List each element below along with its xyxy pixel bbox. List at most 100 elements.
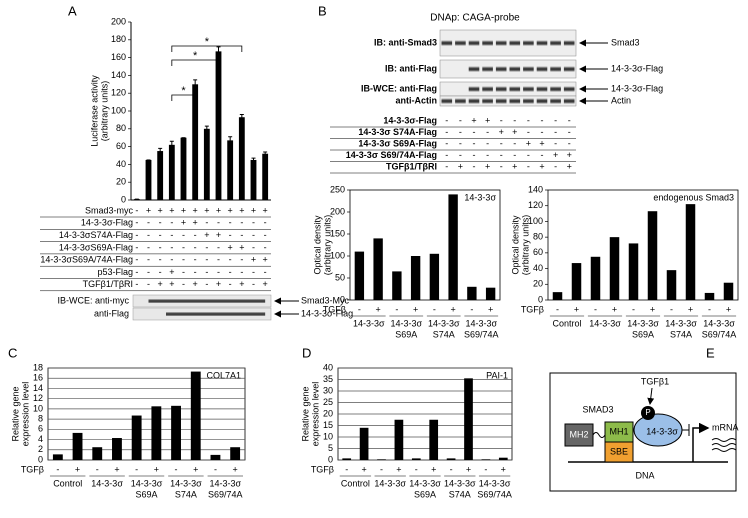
chart-annotation: 14-3-3σ [464,192,496,202]
row-sign: - [568,127,571,137]
row-sign: - [205,267,208,277]
x-tick-label: - [415,464,418,474]
band-label: Actin [611,95,631,105]
y-tick-label: 200 [330,206,345,216]
x-tick-label: + [114,464,119,474]
bar [446,458,456,460]
bar [609,237,620,300]
bar [467,286,477,300]
product-label: mRNA [712,422,739,432]
bar [359,427,369,460]
row-label: TGFβ1/TβRI [386,161,437,171]
error-bar [158,147,163,154]
row-sign: - [182,279,185,289]
blot-label: IB-WCE: anti-Flag [361,83,437,93]
blot-band [536,86,548,92]
row-sign: - [527,150,530,160]
group-label: S69A [395,329,417,339]
group-label: S69/74A [464,329,499,339]
row-sign: - [217,255,220,265]
row-sign: + [539,138,544,148]
row-sign: + [512,161,517,171]
blot-label: IB: anti-Flag [385,63,437,73]
bar [647,211,658,300]
promoter-arrow [692,422,710,462]
row-sign: - [159,255,162,265]
y-tick-label: 20 [323,408,333,418]
y-tick-label: 20 [533,279,543,289]
y-tick-label: 0 [340,294,345,304]
row-sign: + [553,150,558,160]
bar [552,292,563,300]
row-label: TGFβ1/TβRI [83,279,133,289]
blot-strip [439,59,577,79]
row-sign: - [205,218,208,228]
y-tick-label: 8 [38,413,43,423]
row-sign: - [486,127,489,137]
y-axis-label: Optical density [312,215,322,275]
blot-label: IB-WCE: anti-myc [57,295,129,305]
group-label: 14-3-3σ [390,318,422,328]
row-sign: + [158,205,163,215]
row-sign: - [240,218,243,228]
ligand-arrow [647,387,655,405]
row-sign: + [181,205,186,215]
y-axis-label: Optical density [510,215,520,275]
row-sign: - [229,279,232,289]
blot-label: anti-Actin [396,95,438,105]
y-tick-label: 14 [33,383,43,393]
sbe-box [604,441,634,463]
row-sign: - [159,242,162,252]
row-sign: - [486,150,489,160]
y-tick-label: 16 [33,373,43,383]
plot-frame [547,189,739,301]
group-label: 14-3-3σ [627,318,659,328]
blot-band [536,66,548,72]
group-label: Control [53,478,82,488]
row-sign: + [263,255,268,265]
y-tick-label: 18 [33,362,43,372]
row-sign: - [252,218,255,228]
panel-label: E [706,345,715,360]
row-sign: - [147,267,150,277]
y-tick-label: 40 [533,263,543,273]
group-label: 14-3-3σ [589,318,621,328]
blot-label: anti-Flag [94,308,129,318]
x-tick-label: - [214,464,217,474]
row-sign: - [459,115,462,125]
x-tick-label: - [358,304,361,314]
row-sign: + [169,205,174,215]
group-label: 14-3-3σ [465,318,497,328]
row-sign: - [159,230,162,240]
bar [464,378,473,460]
row-sign: + [204,230,209,240]
bar [192,84,199,200]
bar [429,419,439,460]
group-label: S74A [449,489,471,499]
row-sign: - [513,150,516,160]
row-sign: - [194,242,197,252]
blot-band [550,98,561,104]
row-sign: - [527,161,530,171]
y-tick-label: 40 [116,159,126,169]
error-bar [193,79,198,89]
row-sign: + [169,267,174,277]
row-sign: + [485,161,490,171]
row-sign: - [159,218,162,228]
row-sign: + [512,127,517,137]
x-tick-label: + [688,304,693,314]
x-tick-label: - [395,304,398,314]
bar [171,405,181,460]
row-sign: - [135,242,138,252]
blot-band [482,86,493,92]
y-tick-label: 60 [116,141,126,151]
y-axis-label: expression level [310,382,320,447]
x-tick-label: - [556,304,559,314]
row-sign: - [135,267,138,277]
blot-band [523,86,534,92]
row-sign: - [147,279,150,289]
blot-band [563,40,575,46]
row-sign: - [500,115,503,125]
group-label: 14-3-3σ [170,478,202,488]
row-sign: + [458,161,463,171]
